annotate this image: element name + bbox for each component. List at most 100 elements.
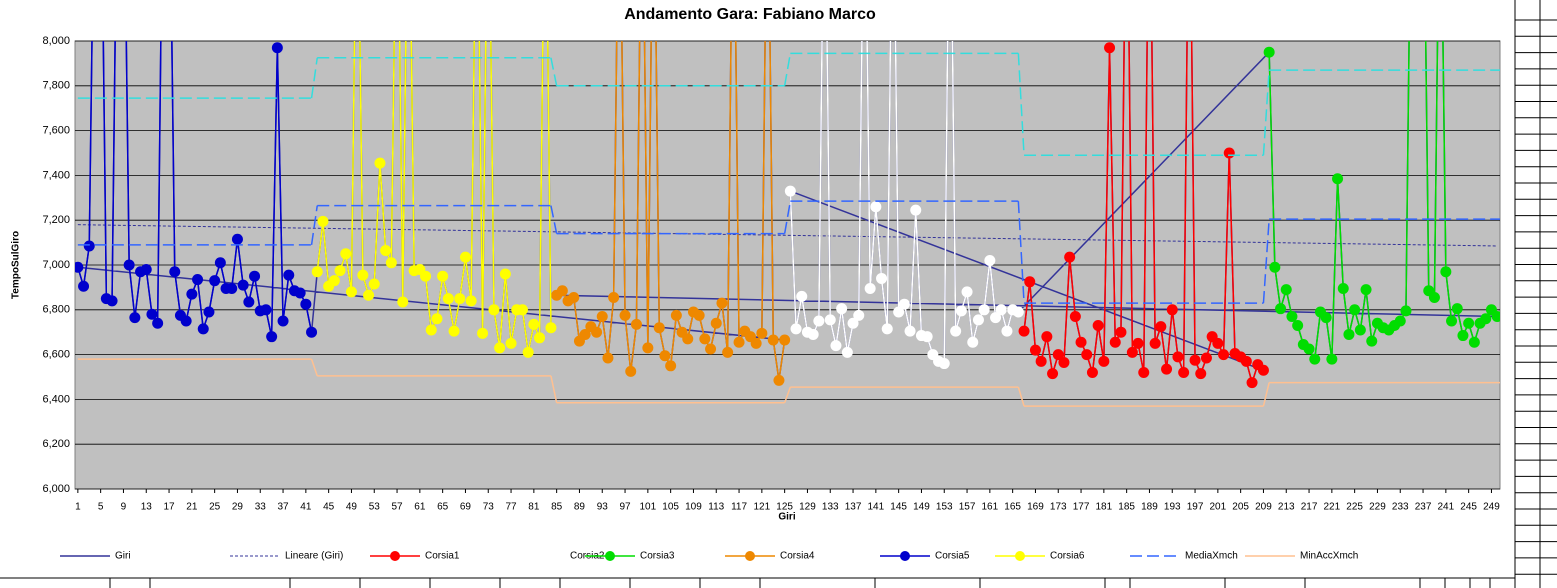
y-tick-label: 6,800 bbox=[42, 304, 70, 316]
x-tick-label: 245 bbox=[1460, 502, 1477, 513]
lap-point bbox=[385, 257, 397, 269]
x-tick-label: 233 bbox=[1392, 502, 1409, 513]
lap-point bbox=[226, 283, 238, 295]
lap-point bbox=[1172, 351, 1184, 363]
lap-point bbox=[1075, 336, 1087, 348]
lap-point bbox=[1428, 291, 1440, 303]
lap-point bbox=[665, 360, 677, 372]
lap-point bbox=[1178, 367, 1190, 379]
lap-point bbox=[214, 257, 226, 269]
lap-point bbox=[1349, 304, 1361, 316]
x-tick-label: 213 bbox=[1278, 502, 1295, 513]
lap-point bbox=[910, 204, 922, 216]
x-tick-label: 33 bbox=[255, 502, 267, 513]
lane-line bbox=[77, 41, 313, 337]
legend-marker bbox=[535, 551, 545, 561]
x-tick-label: 129 bbox=[799, 502, 816, 513]
lap-point bbox=[659, 350, 671, 362]
x-tick-label: 89 bbox=[574, 502, 586, 513]
lap-point bbox=[579, 328, 591, 340]
lap-point bbox=[1069, 311, 1081, 323]
lap-point bbox=[1001, 325, 1013, 337]
lap-point bbox=[1480, 313, 1492, 325]
lap-point bbox=[425, 324, 437, 336]
x-tick-label: 113 bbox=[708, 502, 724, 513]
step-riser bbox=[783, 53, 792, 86]
lap-point bbox=[955, 305, 967, 317]
legend-label: Lineare (Giri) bbox=[285, 551, 343, 562]
lap-point bbox=[1155, 321, 1167, 333]
x-tick-label: 145 bbox=[890, 502, 907, 513]
y-tick-label: 7,600 bbox=[42, 125, 70, 137]
step-riser bbox=[1262, 219, 1270, 304]
x-tick-label: 105 bbox=[662, 502, 679, 513]
lap-point bbox=[898, 298, 910, 310]
trend-line bbox=[77, 224, 1498, 247]
step-riser bbox=[1262, 382, 1270, 407]
lap-point bbox=[1394, 315, 1406, 327]
lap-point bbox=[437, 270, 449, 282]
x-tick-label: 125 bbox=[776, 502, 793, 513]
lap-point bbox=[619, 309, 631, 321]
x-tick-label: 57 bbox=[391, 502, 403, 513]
x-tick-label: 121 bbox=[754, 502, 771, 513]
lap-point bbox=[682, 333, 694, 345]
x-tick-label: 241 bbox=[1438, 502, 1455, 513]
lap-point bbox=[938, 358, 950, 370]
lap-point bbox=[494, 342, 506, 354]
lap-point bbox=[266, 331, 278, 343]
y-tick-label: 8,000 bbox=[42, 35, 70, 47]
x-tick-label: 209 bbox=[1255, 502, 1272, 513]
lap-point bbox=[1286, 311, 1298, 323]
lap-point bbox=[556, 285, 568, 297]
lap-point bbox=[773, 374, 785, 386]
x-tick-label: 197 bbox=[1187, 502, 1204, 513]
lap-point bbox=[893, 306, 905, 318]
lap-point bbox=[169, 266, 181, 278]
lap-point bbox=[1309, 353, 1321, 365]
lap-point bbox=[990, 312, 1002, 324]
lap-point bbox=[904, 325, 916, 337]
lap-point bbox=[1223, 147, 1235, 159]
step-riser bbox=[310, 57, 318, 99]
lap-point bbox=[1246, 377, 1258, 389]
lap-point bbox=[1041, 331, 1053, 343]
x-tick-label: 217 bbox=[1301, 502, 1318, 513]
lap-point bbox=[334, 265, 346, 277]
legend-label: Corsia5 bbox=[935, 551, 970, 562]
lap-point bbox=[477, 327, 489, 339]
lap-point bbox=[1400, 305, 1412, 317]
lap-point bbox=[368, 278, 380, 290]
lap-point bbox=[534, 332, 546, 344]
x-tick-label: 5 bbox=[98, 502, 104, 513]
lap-point bbox=[345, 286, 357, 298]
x-tick-label: 177 bbox=[1073, 502, 1090, 513]
lap-point bbox=[106, 295, 118, 307]
y-tick-label: 7,800 bbox=[42, 80, 70, 92]
lap-point bbox=[180, 315, 192, 327]
x-axis-label: Giri bbox=[778, 512, 795, 523]
legend-marker bbox=[605, 551, 615, 561]
x-tick-label: 69 bbox=[460, 502, 472, 513]
lap-point bbox=[152, 317, 164, 329]
step-riser bbox=[310, 205, 318, 245]
y-tick-label: 7,400 bbox=[42, 169, 70, 181]
lap-point bbox=[448, 325, 460, 337]
lap-point bbox=[670, 309, 682, 321]
lap-point bbox=[522, 346, 534, 358]
legend-label: Corsia1 bbox=[425, 551, 460, 562]
lap-point bbox=[961, 286, 973, 298]
lap-point bbox=[1360, 284, 1372, 296]
lap-point bbox=[1012, 306, 1024, 318]
lap-point bbox=[1132, 337, 1144, 349]
step-riser bbox=[550, 205, 558, 234]
lap-point bbox=[1337, 283, 1349, 295]
x-tick-label: 73 bbox=[483, 502, 495, 513]
lap-point bbox=[642, 342, 654, 354]
x-tick-label: 25 bbox=[209, 502, 221, 513]
lap-point bbox=[75, 261, 84, 273]
lap-point bbox=[1303, 343, 1315, 355]
lap-point bbox=[1195, 368, 1207, 380]
